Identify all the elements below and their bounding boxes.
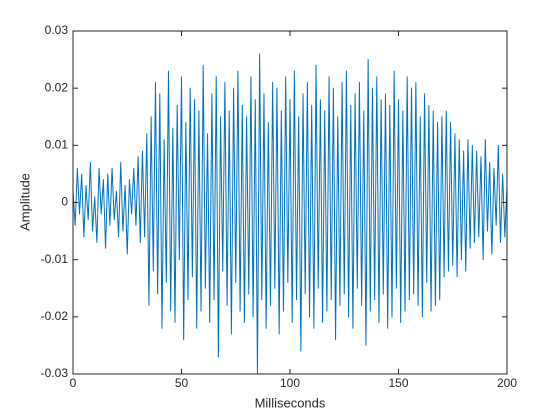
- data-line: [72, 53, 508, 375]
- x-tick-label: 100: [280, 376, 300, 390]
- y-tick-label: -0.03: [41, 366, 69, 380]
- x-tick-label: 200: [497, 376, 517, 390]
- x-tick-label: 0: [70, 376, 77, 390]
- x-axis-label: Milliseconds: [255, 395, 326, 410]
- y-tick-label: -0.01: [41, 252, 69, 266]
- y-tick-label: 0.02: [45, 80, 69, 94]
- x-tick-label: 50: [175, 376, 189, 390]
- y-tick-label: 0: [61, 195, 68, 209]
- y-axis-label: Amplitude: [17, 173, 32, 231]
- y-tick-label: -0.02: [41, 309, 69, 323]
- x-tick-label: 150: [388, 376, 408, 390]
- y-tick-label: 0.01: [45, 138, 69, 152]
- y-tick-label: 0.03: [45, 23, 69, 37]
